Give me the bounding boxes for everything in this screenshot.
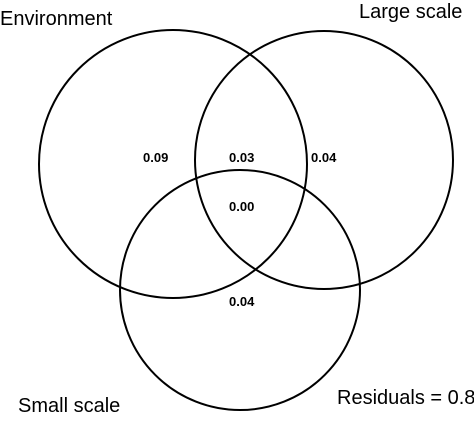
residuals-label: Residuals = 0.8 bbox=[337, 387, 474, 409]
all-three-overlap-value: 0.00 bbox=[229, 199, 254, 214]
environment-label: Environment bbox=[0, 8, 113, 30]
environment-only-value: 0.09 bbox=[143, 150, 168, 165]
large-scale-circle bbox=[194, 30, 454, 290]
environment-large-overlap-value: 0.03 bbox=[229, 150, 254, 165]
large-scale-only-value: 0.04 bbox=[311, 150, 337, 165]
large-scale-label: Large scale bbox=[359, 1, 462, 23]
environment-circle bbox=[38, 29, 308, 299]
small-scale-only-value: 0.04 bbox=[229, 294, 255, 309]
small-scale-label: Small scale bbox=[18, 395, 120, 417]
small-scale-circle bbox=[119, 169, 361, 411]
